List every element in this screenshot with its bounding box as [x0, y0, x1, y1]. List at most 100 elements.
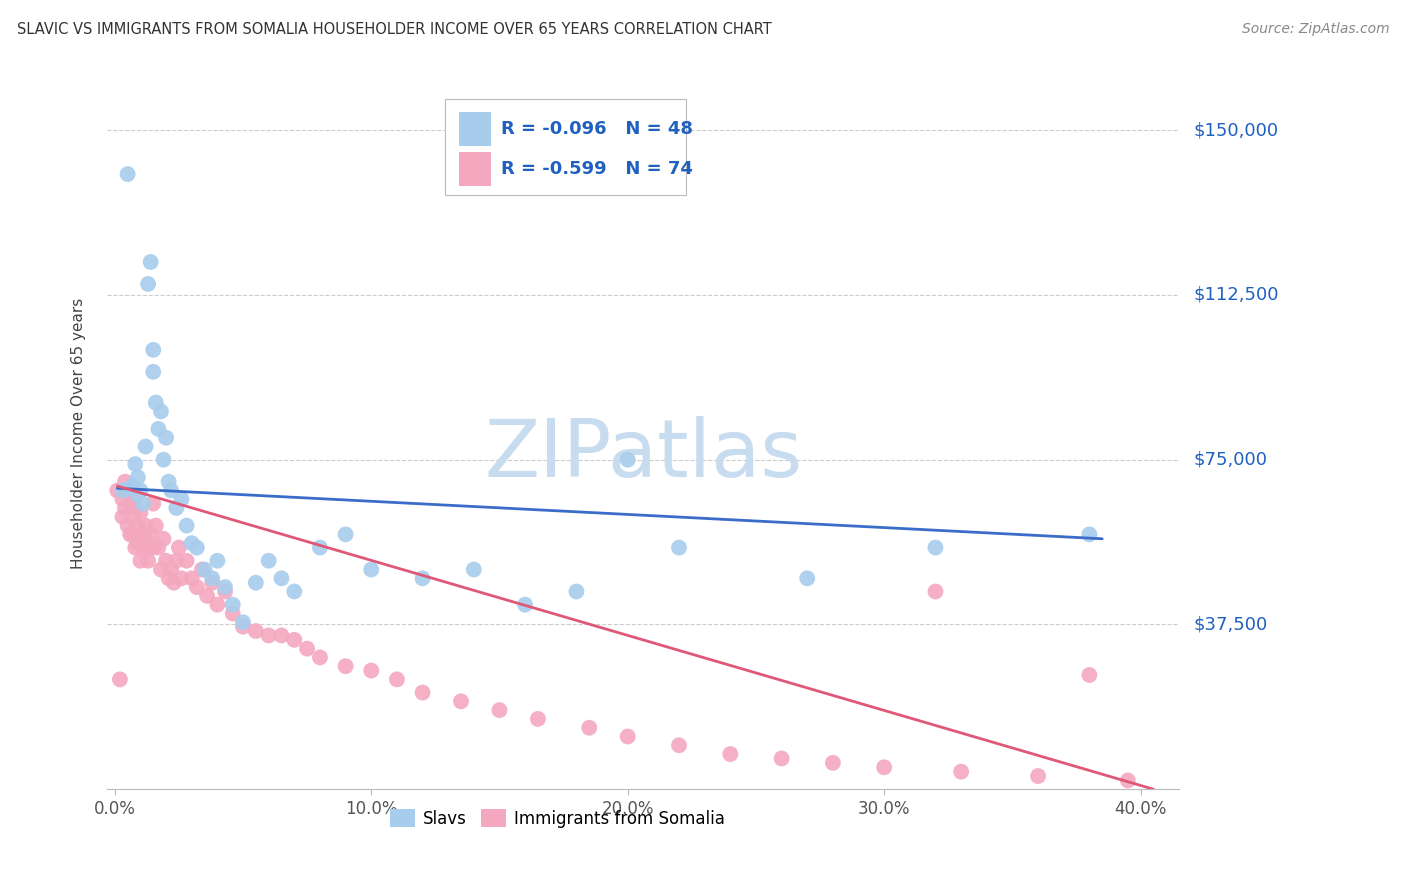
Point	[117, 518, 139, 533]
Point	[121, 527, 143, 541]
Point	[120, 527, 142, 541]
Point	[283, 632, 305, 647]
Point	[111, 509, 134, 524]
Bar	[458, 112, 491, 146]
Text: R = -0.096   N = 48: R = -0.096 N = 48	[501, 120, 693, 138]
Point	[214, 584, 236, 599]
Point	[165, 501, 187, 516]
Point	[463, 562, 485, 576]
Legend: Slavs, Immigrants from Somalia: Slavs, Immigrants from Somalia	[384, 803, 731, 834]
Point	[142, 497, 165, 511]
Point	[222, 598, 245, 612]
Point	[232, 615, 254, 630]
Point	[488, 703, 510, 717]
Point	[257, 554, 280, 568]
Point	[136, 554, 159, 568]
Text: $37,500: $37,500	[1194, 615, 1267, 633]
Point	[132, 497, 155, 511]
Point	[149, 562, 172, 576]
Point	[176, 518, 198, 533]
Point	[283, 584, 305, 599]
Point	[873, 760, 896, 774]
Point	[191, 562, 214, 576]
Point	[145, 518, 167, 533]
Point	[117, 167, 139, 181]
Point	[145, 395, 167, 409]
Point	[578, 721, 600, 735]
Text: $150,000: $150,000	[1194, 121, 1278, 139]
Point	[385, 673, 408, 687]
Point	[124, 501, 146, 516]
Point	[222, 607, 245, 621]
Text: R = -0.599   N = 74: R = -0.599 N = 74	[501, 161, 692, 178]
Point	[111, 492, 134, 507]
Point	[1078, 668, 1101, 682]
Point	[127, 470, 149, 484]
Point	[412, 571, 434, 585]
Point	[139, 255, 162, 269]
Point	[135, 518, 157, 533]
Point	[139, 527, 162, 541]
Point	[111, 483, 134, 498]
Point	[950, 764, 973, 779]
Point	[135, 440, 157, 454]
Point	[201, 575, 224, 590]
Point	[180, 571, 202, 585]
Point	[186, 580, 208, 594]
Point	[160, 562, 183, 576]
Point	[152, 532, 174, 546]
Point	[309, 650, 332, 665]
Point	[129, 483, 152, 498]
Point	[924, 541, 946, 555]
Point	[132, 541, 155, 555]
Point	[117, 483, 139, 498]
Point	[245, 575, 267, 590]
Point	[360, 664, 382, 678]
Point	[195, 589, 218, 603]
Point	[127, 536, 149, 550]
Point	[148, 422, 170, 436]
Point	[163, 575, 186, 590]
Point	[796, 571, 818, 585]
Point	[207, 554, 229, 568]
Point	[232, 620, 254, 634]
Point	[160, 483, 183, 498]
Point	[120, 497, 142, 511]
Text: Source: ZipAtlas.com: Source: ZipAtlas.com	[1241, 22, 1389, 37]
Point	[120, 481, 142, 495]
Point	[136, 541, 159, 555]
Point	[668, 541, 690, 555]
Point	[1116, 773, 1139, 788]
Point	[924, 584, 946, 599]
Point	[245, 624, 267, 638]
FancyBboxPatch shape	[444, 99, 686, 194]
Point	[117, 483, 139, 498]
Point	[148, 541, 170, 555]
Point	[616, 730, 638, 744]
Point	[124, 541, 146, 555]
Point	[135, 532, 157, 546]
Point	[193, 562, 215, 576]
Point	[214, 580, 236, 594]
Point	[114, 501, 136, 516]
Point	[718, 747, 741, 761]
Point	[157, 571, 180, 585]
Text: $75,000: $75,000	[1194, 450, 1267, 468]
Text: ZIPatlas: ZIPatlas	[484, 416, 803, 493]
Point	[129, 554, 152, 568]
Point	[821, 756, 844, 770]
Point	[176, 554, 198, 568]
Point	[309, 541, 332, 555]
Point	[335, 659, 357, 673]
Point	[136, 277, 159, 291]
Point	[157, 475, 180, 489]
Point	[270, 628, 292, 642]
Point	[180, 536, 202, 550]
Point	[513, 598, 536, 612]
Bar	[458, 153, 491, 186]
Point	[186, 541, 208, 555]
Point	[152, 452, 174, 467]
Point	[142, 541, 165, 555]
Point	[170, 492, 193, 507]
Y-axis label: Householder Income Over 65 years: Householder Income Over 65 years	[72, 298, 86, 569]
